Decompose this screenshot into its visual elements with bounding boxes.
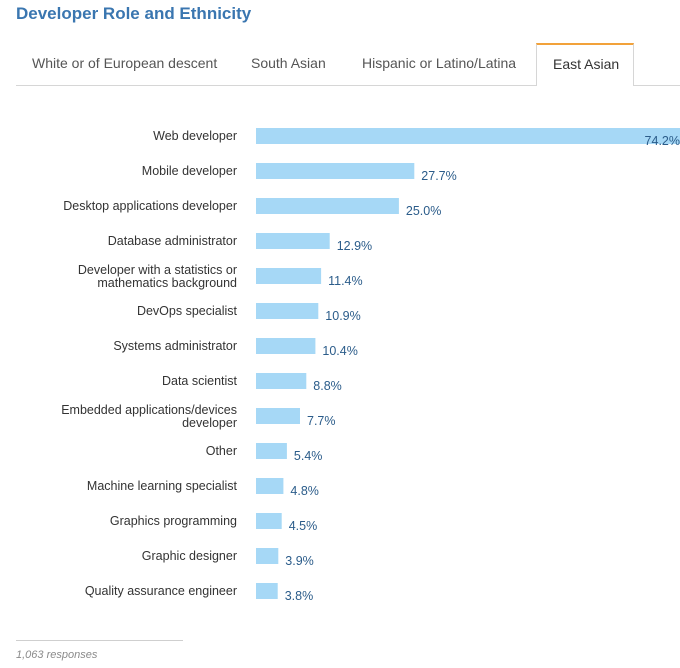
category-label: Desktop applications developer [63,199,237,213]
ethnicity-tabs: White or of European descent South Asian… [16,43,680,86]
tab-south-asian[interactable]: South Asian [251,55,326,71]
value-label: 11.4% [328,274,363,288]
bar-web-developer [256,128,680,144]
value-label: 3.8% [285,589,314,603]
category-label: Data scientist [162,374,238,388]
page-title: Developer Role and Ethnicity [16,4,252,23]
bar-quality-assurance-engineer [256,583,278,599]
value-label: 8.8% [313,379,342,393]
category-label: Developer with a statistics or mathematic… [78,263,237,290]
bar-systems-administrator [256,338,316,354]
category-label: Systems administrator [113,339,237,353]
bar-graphic-designer [256,548,279,564]
category-label: Graphics programming [110,514,237,528]
bar-graphics-programming [256,513,282,529]
category-label: Other [206,444,237,458]
category-label: Mobile developer [142,164,237,178]
bar-database-administrator [256,233,330,249]
bar-developer-with-a-statistics-or-mathematics-background [256,268,322,284]
category-label: Database administrator [108,234,237,248]
value-label: 4.5% [289,519,318,533]
category-label: DevOps specialist [137,304,238,318]
bar-mobile-developer [256,163,415,179]
value-label: 74.2% [645,134,680,148]
tab-east-asian[interactable]: East Asian [536,43,634,86]
value-label: 5.4% [294,449,323,463]
responses-count: 1,063 responses [16,649,98,661]
value-label: 4.8% [290,484,319,498]
value-label: 25.0% [406,204,441,218]
tab-hispanic-latino[interactable]: Hispanic or Latino/Latina [362,55,517,71]
category-label: Embedded applications/devices developer [61,403,237,430]
category-label: Graphic designer [142,549,237,563]
bar-other [256,443,287,459]
bar-devops-specialist [256,303,319,319]
value-label: 12.9% [337,239,372,253]
value-label: 10.4% [322,344,357,358]
value-label: 7.7% [307,414,336,428]
footer-divider [16,640,183,641]
category-label: Web developer [153,129,237,143]
category-label: Machine learning specialist [87,479,238,493]
bar-machine-learning-specialist [256,478,284,494]
value-label: 10.9% [325,309,360,323]
bar-desktop-applications-developer [256,198,399,214]
bar-embedded-applications-devices-developer [256,408,300,424]
category-label: Quality assurance engineer [85,584,237,598]
bar-data-scientist [256,373,307,389]
value-label: 27.7% [421,169,456,183]
tab-white-european[interactable]: White or of European descent [32,55,218,71]
role-bar-chart: Web developer 74.2% Mobile developer 27.7% D… [61,128,680,603]
value-label: 3.9% [285,554,314,568]
